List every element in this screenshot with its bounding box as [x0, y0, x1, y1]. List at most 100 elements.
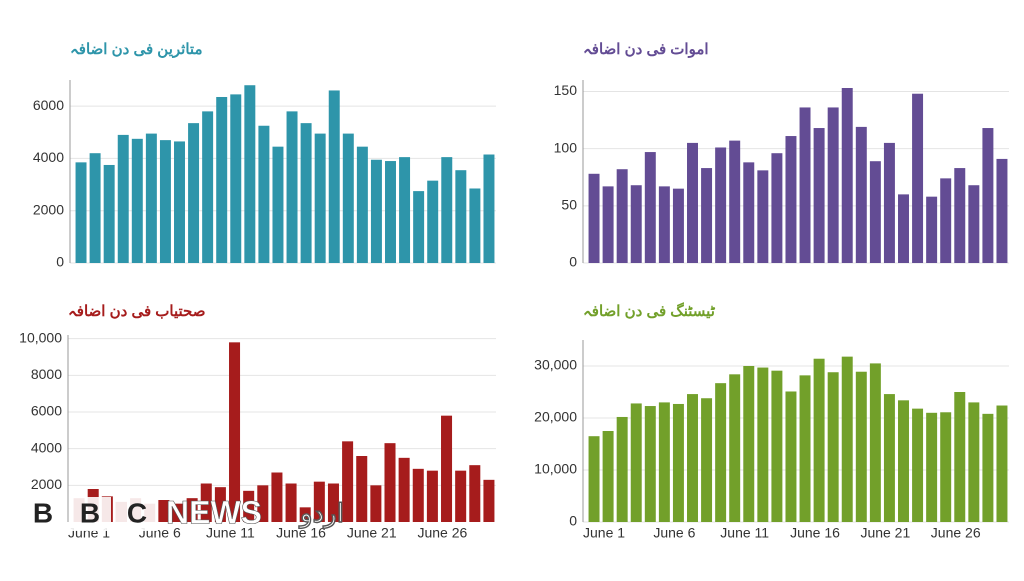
bar [412, 468, 424, 522]
bar [799, 107, 811, 263]
bar [300, 123, 312, 263]
y-tick-label: 30,000 [534, 357, 577, 373]
bar [356, 146, 368, 263]
bar [799, 375, 811, 522]
bar [483, 154, 495, 263]
bar [469, 188, 481, 263]
bar [384, 443, 396, 522]
bar [174, 141, 185, 263]
bar [869, 363, 881, 522]
y-tick-label: 50 [561, 197, 577, 213]
x-tick-label: June 16 [276, 525, 326, 541]
bar [827, 372, 839, 522]
bar [158, 500, 170, 522]
bar [757, 170, 769, 263]
y-tick-label: 0 [569, 513, 577, 529]
bar [103, 164, 115, 263]
bar [272, 146, 284, 263]
bar [715, 383, 727, 522]
bar [743, 162, 755, 263]
y-tick-label: 10,000 [534, 461, 577, 477]
bar [257, 485, 269, 522]
logo-letter: B [33, 497, 53, 528]
bar [399, 157, 411, 263]
bar [771, 370, 783, 522]
bar [313, 481, 325, 522]
bar [214, 487, 226, 522]
bar [398, 457, 410, 522]
y-tick-label: 100 [554, 139, 578, 155]
bar [729, 374, 741, 522]
y-tick-label: 2000 [31, 476, 62, 492]
bar [441, 415, 453, 522]
logo-language: اردو [298, 498, 344, 529]
bar [982, 128, 994, 263]
logo-box [116, 497, 158, 531]
bar [841, 356, 853, 522]
bar [286, 111, 298, 263]
bar [441, 157, 453, 263]
y-tick-label: 0 [569, 254, 577, 270]
x-tick-label: June 11 [720, 525, 769, 541]
bar [827, 107, 839, 263]
bar [342, 133, 354, 263]
bar [813, 128, 825, 263]
x-tick-label: June 21 [347, 525, 397, 541]
bar [701, 168, 713, 263]
chart-title: اموات فی دن اضافہ [583, 41, 709, 58]
bar [996, 405, 1008, 522]
logo-box [22, 497, 64, 531]
bar [89, 153, 101, 263]
chart-title: صحتیاب فی دن اضافہ [68, 303, 205, 320]
bar [75, 162, 87, 263]
x-tick-label: June 26 [417, 525, 467, 541]
bar [131, 138, 143, 263]
bar [968, 185, 980, 263]
bar [426, 470, 438, 522]
bar [186, 498, 198, 522]
bar [813, 358, 825, 522]
bar [602, 431, 614, 522]
bar [940, 412, 952, 522]
bar [230, 94, 242, 263]
bar [644, 406, 656, 522]
y-tick-label: 2000 [33, 201, 64, 217]
bar [271, 472, 283, 522]
bar [342, 441, 354, 522]
bar [299, 507, 311, 522]
bar [968, 402, 980, 522]
bar [687, 394, 698, 522]
bar [912, 93, 924, 263]
bar [701, 398, 713, 522]
bar [159, 140, 171, 263]
bar [602, 186, 614, 263]
x-tick-label: June 26 [931, 525, 981, 541]
bar [883, 142, 895, 263]
bar [883, 394, 895, 522]
chart-title: متاثرین فی دن اضافہ [70, 41, 202, 58]
bar [616, 169, 628, 263]
bar [954, 168, 966, 263]
bar [841, 88, 853, 263]
bar [771, 153, 783, 263]
y-tick-label: 150 [554, 82, 578, 98]
bar [216, 96, 228, 263]
bar [427, 180, 439, 263]
bar [117, 134, 129, 263]
bar [898, 194, 909, 263]
bar [672, 188, 684, 263]
y-tick-label: 10,000 [19, 329, 62, 345]
bar [912, 408, 924, 522]
bar [715, 147, 727, 263]
bar [455, 170, 467, 263]
bar [785, 136, 797, 263]
bar [385, 161, 396, 263]
bar [328, 90, 340, 263]
y-tick-label: 4000 [31, 439, 62, 455]
logo-name: NEWS [166, 494, 262, 530]
bar [455, 470, 467, 522]
x-tick-label: June 1 [583, 525, 625, 541]
bar [658, 402, 670, 522]
